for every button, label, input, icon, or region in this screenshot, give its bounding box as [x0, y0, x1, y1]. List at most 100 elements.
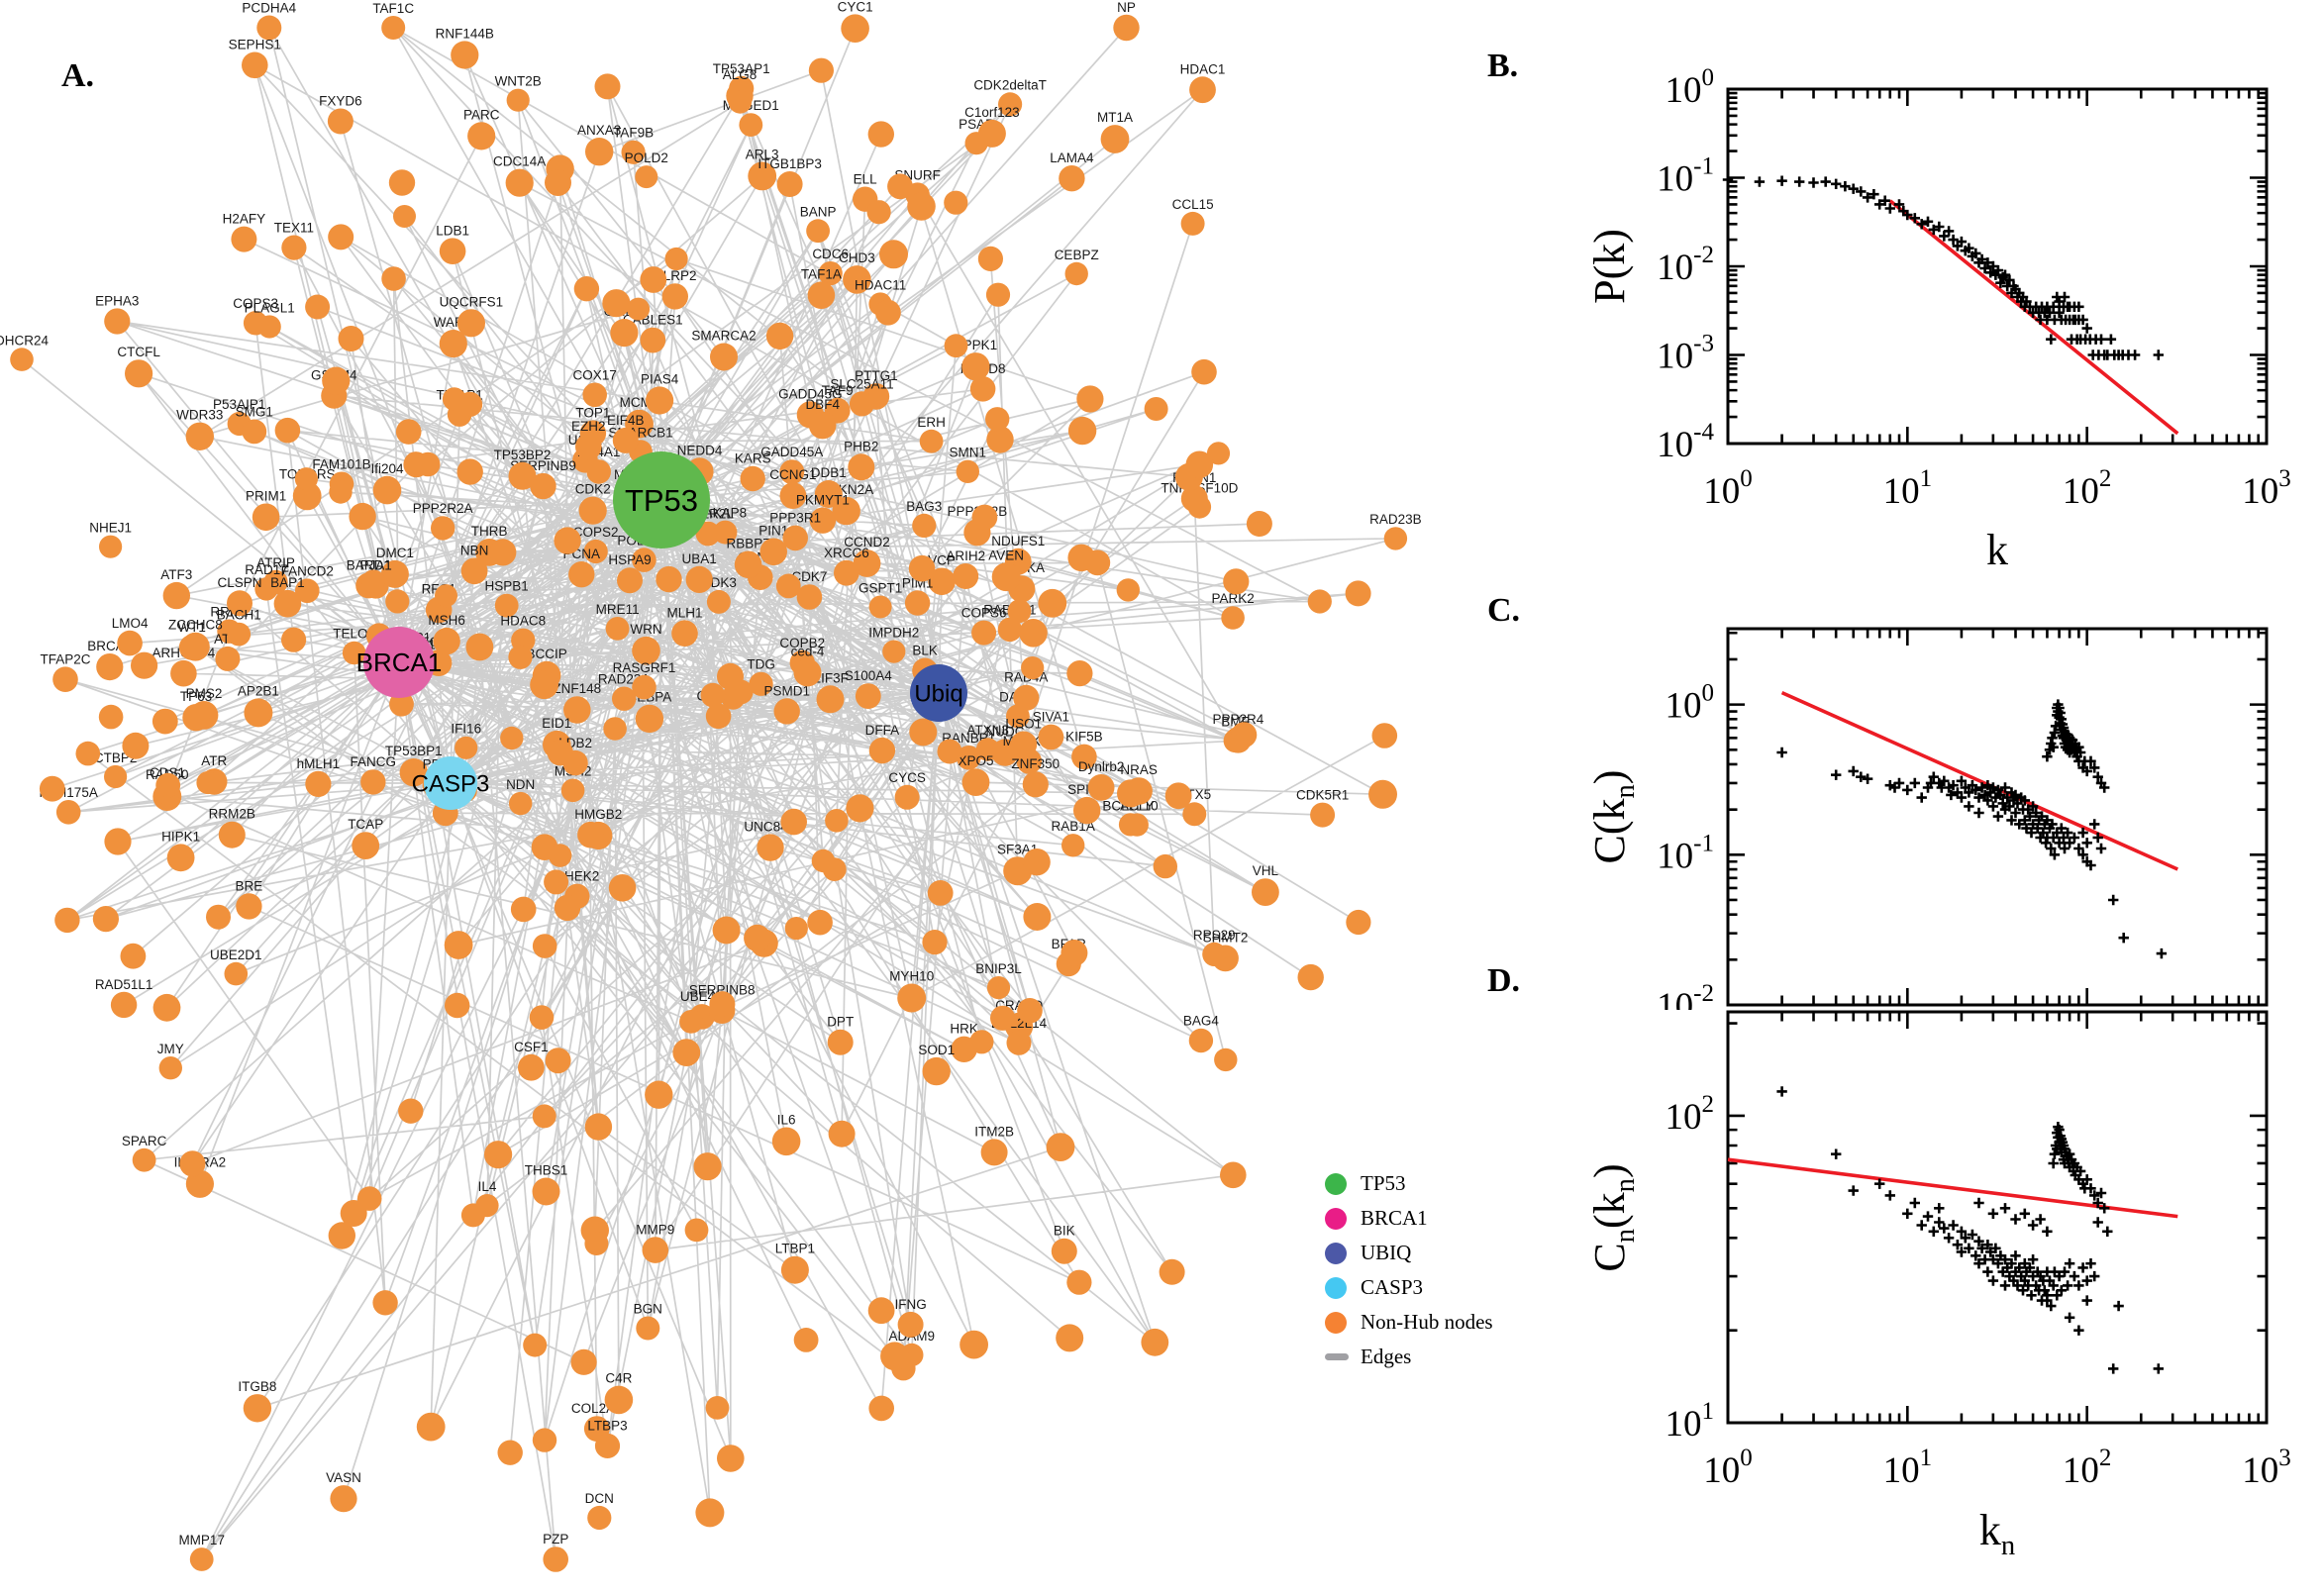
network-node: [575, 433, 602, 460]
network-node: [431, 516, 455, 541]
network-node: [960, 1330, 988, 1359]
network-node: [110, 991, 138, 1019]
gene-label: Ifi204: [370, 461, 404, 476]
network-node: [256, 15, 282, 41]
gene-label: DBF4: [805, 397, 840, 412]
network-node: [75, 741, 101, 766]
gene-label: EID1: [542, 716, 571, 731]
network-node: [868, 737, 896, 764]
network-node: [166, 844, 195, 872]
network-node: [1153, 853, 1178, 879]
network-node: [825, 809, 849, 833]
network-node: [381, 16, 406, 40]
network-node: [612, 686, 637, 711]
gene-label: HRK: [950, 1022, 978, 1037]
axis-label: k: [1986, 526, 2008, 574]
network-node: [1117, 779, 1146, 808]
network-node: [608, 874, 637, 902]
gene-label: PRIM1: [246, 489, 286, 504]
gene-label: ELL: [854, 172, 878, 187]
tick-label: 10-3: [1657, 331, 1714, 377]
network-node: [765, 322, 794, 350]
gene-label: RRM2B: [209, 807, 255, 822]
gene-label: WT1: [177, 620, 206, 635]
gene-label: ITGB8: [238, 1379, 276, 1394]
network-node: [505, 168, 534, 197]
network-node: [92, 906, 119, 933]
network-node: [944, 334, 968, 358]
gene-label: TAF1C: [372, 1, 414, 16]
gene-label: DMC1: [376, 546, 414, 560]
network-node: [509, 791, 533, 816]
network-node: [980, 1139, 1008, 1166]
gene-label: IL4: [478, 1179, 497, 1194]
network-node: [1067, 416, 1097, 446]
network-node: [806, 219, 830, 244]
network-node: [868, 595, 892, 619]
legend-item-edges: Edges: [1325, 1340, 1563, 1374]
network-node: [104, 308, 131, 335]
network-node: [961, 352, 990, 381]
network-node: [281, 235, 307, 260]
network-node: [928, 567, 956, 596]
gene-label: PSMD1: [763, 683, 810, 698]
network-node: [1100, 125, 1130, 153]
network-node: [1010, 731, 1038, 758]
network-node: [583, 539, 608, 564]
network-node: [117, 630, 143, 656]
network-node: [953, 563, 979, 589]
gene-label: PPP2R4: [1213, 712, 1264, 727]
network-node: [1061, 834, 1085, 857]
gene-label: CEBPZ: [1055, 248, 1099, 262]
network-node: [506, 88, 530, 112]
network-node: [828, 1120, 856, 1147]
gene-label: VHL: [1253, 863, 1279, 878]
gene-label: CYC1: [838, 0, 873, 14]
network-node: [460, 557, 488, 585]
network-node: [1189, 76, 1216, 104]
network-node: [1214, 1047, 1238, 1072]
network-node: [189, 1547, 214, 1571]
gene-label: HMGB2: [574, 807, 622, 822]
network-node: [1180, 485, 1208, 513]
network-node: [360, 769, 386, 795]
network-node: [1073, 796, 1101, 825]
axis-ticks: [1726, 1012, 2269, 1425]
gene-label: CDC6: [812, 247, 849, 261]
network-node: [904, 590, 931, 616]
gene-label: WRN: [630, 622, 661, 637]
network-node: [578, 496, 607, 525]
gene-label: HSPA9: [608, 552, 651, 567]
gene-label: CCL15: [1172, 197, 1214, 212]
network-node: [944, 190, 968, 215]
gene-label: NDN: [506, 777, 535, 792]
network-node: [372, 1290, 398, 1316]
network-node: [640, 327, 666, 353]
axis-ticks: [1726, 87, 2269, 446]
tick-label: 101: [1666, 1398, 1715, 1445]
node-swatch-icon: [1325, 1207, 1347, 1230]
network-node: [672, 1039, 701, 1066]
network-node: [241, 51, 268, 79]
network-node: [563, 696, 591, 724]
network-node: [393, 205, 416, 228]
axis-label: P(k): [1585, 229, 1634, 304]
network-node: [1141, 1328, 1169, 1356]
network-node: [398, 1098, 424, 1124]
gene-label: RBBP7: [726, 537, 769, 551]
gene-label: AKAP8: [704, 506, 748, 521]
tick-label: 10-2: [1657, 242, 1714, 288]
power-law-fit-line: [1727, 1157, 2178, 1219]
gene-label: ced-4: [791, 644, 825, 658]
network-node: [361, 569, 385, 593]
gene-label: PARC: [463, 107, 500, 122]
network-node: [1087, 774, 1115, 801]
node-swatch-icon: [1325, 1311, 1347, 1334]
network-node: [875, 299, 901, 326]
gene-label: HSPB1: [485, 579, 529, 594]
gene-label: ZCCHC8: [168, 618, 223, 633]
legend-label: Edges: [1361, 1345, 1412, 1368]
network-node: [706, 589, 731, 614]
